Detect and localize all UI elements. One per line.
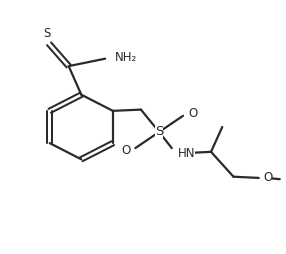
Text: NH₂: NH₂ [115,51,137,64]
Text: O: O [121,144,130,157]
Text: HN: HN [177,147,195,160]
Text: O: O [263,171,273,184]
Text: O: O [188,107,197,120]
Text: S: S [43,27,51,40]
Text: S: S [155,125,163,138]
